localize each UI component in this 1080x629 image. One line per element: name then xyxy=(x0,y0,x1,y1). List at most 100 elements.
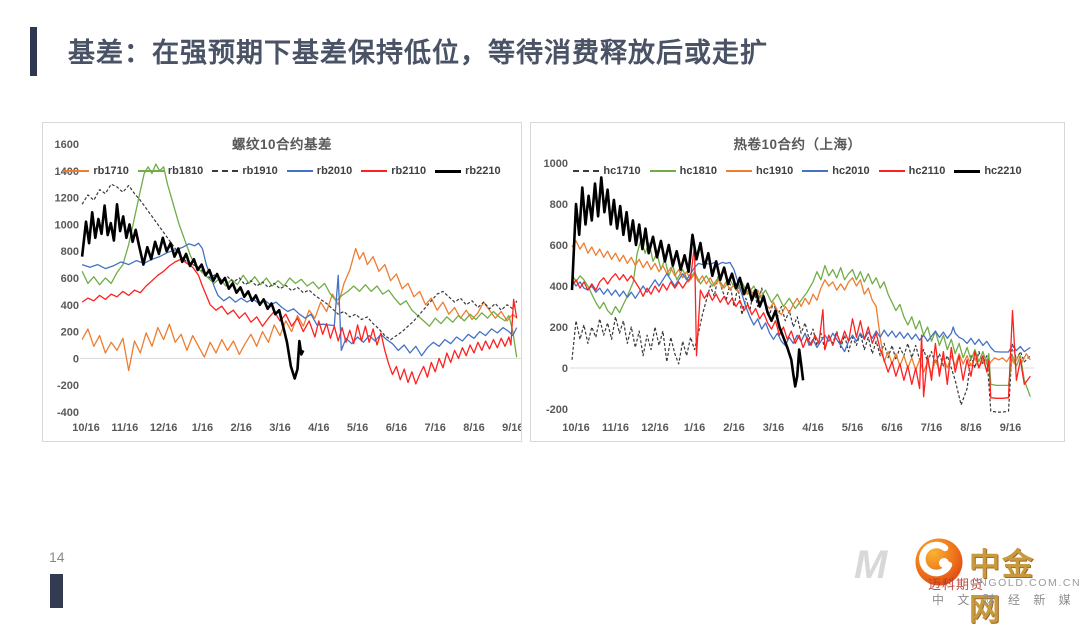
x-axis-tick-label: 9/16 xyxy=(1000,422,1021,434)
y-axis-tick-label: 800 xyxy=(61,246,79,258)
legend-line-sample xyxy=(573,170,600,172)
chart-legend-rebar: rb1710 rb1810 rb1910 rb2010 rb2110 rb2210 xyxy=(43,165,521,177)
x-axis-tick-label: 8/16 xyxy=(960,422,981,434)
legend-label: hc1910 xyxy=(755,165,794,177)
rebar-basis-chart-panel: 1600 1400 1200 1000 800 600 400 200 0 -200 -400 10/… xyxy=(42,122,522,442)
legend-label: rb2010 xyxy=(316,165,353,177)
legend-item-hc2110: hc2110 xyxy=(878,165,946,177)
cngold-logo: Me 迈科期货 中金网 CNGOLD.COM.CN 中 文 财 经 新 媒 体 xyxy=(852,533,1080,627)
title-accent-bar xyxy=(30,27,37,76)
x-axis-tick-label: 12/16 xyxy=(641,422,669,434)
x-axis-tick-label: 1/16 xyxy=(192,422,213,434)
x-axis-tick-label: 2/16 xyxy=(723,422,744,434)
legend-item-hc2210: hc2210 xyxy=(954,165,1022,177)
watermark-maike-text: 迈科期货 xyxy=(928,577,985,592)
legend-label: hc1710 xyxy=(603,165,641,177)
y-axis-tick-label: -400 xyxy=(57,407,79,419)
legend-line-sample xyxy=(361,170,388,172)
slide-title: 基差：在强预期下基差保持低位，等待消费释放后或走扩 xyxy=(68,38,768,68)
cngold-tagline-text: 中 文 财 经 新 媒 体 xyxy=(932,593,1080,607)
y-axis-tick-label: 1000 xyxy=(55,219,79,231)
x-axis-tick-label: 11/16 xyxy=(602,422,629,434)
legend-label: hc1810 xyxy=(679,165,717,177)
page-number: 14 xyxy=(49,549,65,565)
rb2110-line xyxy=(81,258,518,385)
y-axis-tick-label: 400 xyxy=(550,281,568,293)
y-axis-tick-label: 0 xyxy=(73,353,79,365)
rb2010-line xyxy=(81,242,518,357)
legend-line-sample xyxy=(878,170,905,172)
x-axis-tick-label: 6/16 xyxy=(881,422,902,434)
legend-item-rb1910: rb1910 xyxy=(212,165,278,177)
rb1810-line xyxy=(81,163,518,358)
x-axis-tick-label: 12/16 xyxy=(150,422,178,434)
y-axis-tick-label: 0 xyxy=(562,363,568,375)
x-axis-tick-label: 9/16 xyxy=(502,422,521,434)
y-axis-tick-label: 600 xyxy=(61,273,79,285)
legend-line-sample xyxy=(286,170,313,172)
x-axis-tick-label: 11/16 xyxy=(111,422,138,434)
legend-item-rb2010: rb2010 xyxy=(286,165,353,177)
legend-item-rb2210: rb2210 xyxy=(435,165,501,177)
x-axis-tick-label: 4/16 xyxy=(308,422,329,434)
footer-accent-bar xyxy=(50,574,63,608)
legend-item-rb1710: rb1710 xyxy=(63,165,129,177)
hc2210-line xyxy=(570,176,805,388)
chart-title-hot-coil: 热卷10合约（上海） xyxy=(733,137,862,152)
legend-line-sample xyxy=(63,170,90,172)
rb1910-line xyxy=(81,183,518,341)
hot-coil-basis-chart-panel: 1000 800 600 400 200 0 -200 10/16 11/16 12/16 1/16… xyxy=(530,122,1065,442)
x-axis-tick-label: 1/16 xyxy=(684,422,705,434)
legend-label: rb2210 xyxy=(465,165,501,177)
legend-line-sample xyxy=(435,169,462,173)
chart-title-rebar: 螺纹10合约基差 xyxy=(231,137,333,152)
x-axis-tick-label: 7/16 xyxy=(424,422,445,434)
rb2210-line xyxy=(80,203,305,380)
y-axis-tick-label: 400 xyxy=(61,300,79,312)
legend-item-hc1710: hc1710 xyxy=(573,165,641,177)
chart-legend-hot-coil: hc1710 hc1810 hc1910 hc2010 hc2110 hc2210 xyxy=(531,165,1064,177)
y-axis-tick-label: 200 xyxy=(550,322,568,334)
rebar-basis-line-plot: 16001400120010008006004002000-200-40010/… xyxy=(55,139,521,434)
legend-item-hc1810: hc1810 xyxy=(649,165,717,177)
x-axis-tick-label: 3/16 xyxy=(269,422,290,434)
x-axis-tick-label: 3/16 xyxy=(763,422,784,434)
cngold-swirl-icon xyxy=(915,538,963,586)
y-axis-tick-label: 600 xyxy=(550,240,568,252)
legend-label: rb2110 xyxy=(391,165,427,177)
y-axis-tick-label: 800 xyxy=(550,199,568,211)
x-axis-tick-label: 8/16 xyxy=(463,422,484,434)
legend-item-rb2110: rb2110 xyxy=(361,165,426,177)
y-axis-tick-label: -200 xyxy=(57,380,79,392)
legend-label: rb1710 xyxy=(93,165,129,177)
hc2010-line xyxy=(571,261,1031,353)
legend-item-rb1810: rb1810 xyxy=(137,165,204,177)
hot-coil-basis-line-plot: 1000 800 600 400 200 0 -200 10/16 11/16 12/16 1/16… xyxy=(544,158,1035,434)
legend-line-sample xyxy=(212,170,239,172)
hc1710-line xyxy=(571,275,1031,413)
x-axis-tick-label: 5/16 xyxy=(842,422,863,434)
legend-line-sample xyxy=(954,169,981,173)
legend-item-hc1910: hc1910 xyxy=(725,165,794,177)
x-axis-tick-label: 5/16 xyxy=(347,422,368,434)
cngold-domain-text: CNGOLD.COM.CN xyxy=(970,577,1080,589)
legend-label: hc2110 xyxy=(908,165,946,177)
x-axis-tick-label: 2/16 xyxy=(230,422,251,434)
y-axis-tick-label: 200 xyxy=(61,327,79,339)
y-axis-tick-label: -200 xyxy=(546,404,568,416)
y-axis-tick-label: 1600 xyxy=(55,139,79,151)
legend-line-sample xyxy=(725,170,752,172)
legend-label: rb1910 xyxy=(242,165,278,177)
legend-line-sample xyxy=(137,170,164,172)
x-axis-tick-label: 10/16 xyxy=(562,422,590,434)
rb1710-line xyxy=(81,247,518,372)
legend-line-sample xyxy=(802,170,829,172)
y-axis-tick-label: 1200 xyxy=(55,193,79,205)
legend-label: rb1810 xyxy=(167,165,204,177)
legend-item-hc2010: hc2010 xyxy=(802,165,870,177)
x-axis-tick-label: 7/16 xyxy=(921,422,942,434)
hc2110-line xyxy=(571,244,1031,399)
x-axis-tick-label: 10/16 xyxy=(72,422,100,434)
y-axis-tick-label: 1000 xyxy=(544,158,568,170)
x-axis-tick-label: 4/16 xyxy=(802,422,823,434)
